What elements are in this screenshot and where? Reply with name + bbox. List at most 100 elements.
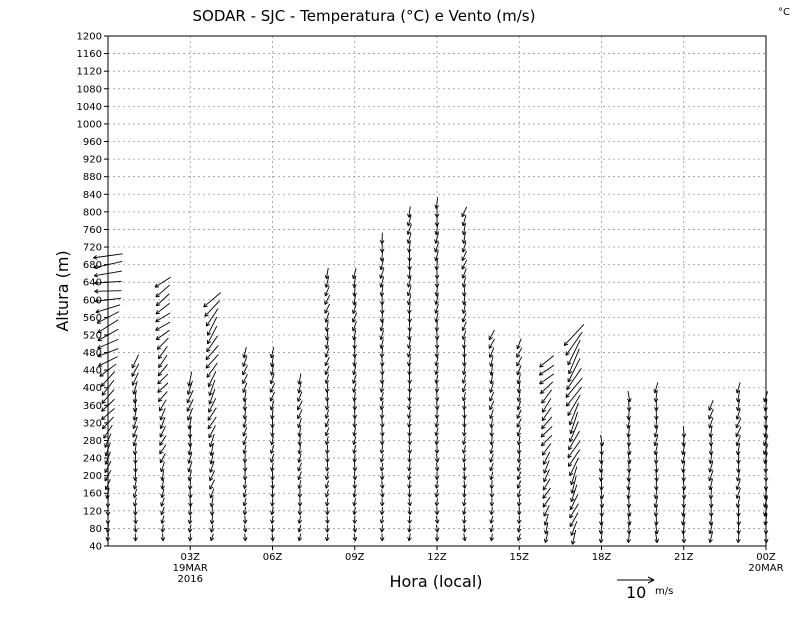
- wind-vector-head: [243, 502, 248, 507]
- wind-vector-head: [187, 382, 190, 387]
- wind-vector-head: [272, 493, 275, 498]
- wind-vector-head: [763, 450, 765, 455]
- wind-vector: [490, 356, 494, 367]
- wind-vector-head: [763, 406, 766, 411]
- wind-vector-head: [325, 371, 329, 375]
- wind-vector: [408, 409, 412, 419]
- wind-vector: [354, 453, 356, 463]
- wind-vector-head: [656, 415, 659, 420]
- wind-vector: [571, 475, 577, 494]
- wind-vector-head: [627, 495, 631, 500]
- wind-vector-head: [203, 303, 206, 308]
- wind-vector-head: [188, 468, 192, 473]
- wind-vector-head: [162, 537, 166, 542]
- wind-vector: [380, 338, 384, 349]
- y-tick-label: 840: [83, 190, 102, 201]
- wind-vector-head: [131, 365, 136, 369]
- wind-vector-head: [379, 493, 384, 498]
- wind-vector: [436, 259, 438, 270]
- wind-vector: [407, 224, 412, 235]
- wind-vector-head: [517, 493, 522, 498]
- wind-vector: [189, 497, 192, 507]
- wind-vector: [134, 515, 137, 524]
- wind-vector-head: [654, 530, 658, 535]
- wind-vector-head: [489, 432, 492, 437]
- wind-vector-head: [208, 435, 213, 439]
- wind-vector-head: [354, 406, 358, 411]
- wind-vector-head: [243, 389, 247, 393]
- wind-vector-head: [681, 521, 684, 526]
- wind-vector-head: [187, 537, 191, 542]
- wind-vector-head: [541, 427, 546, 430]
- wind-vector-head: [407, 213, 410, 218]
- wind-vector-head: [133, 528, 137, 533]
- wind-vector-head: [352, 283, 355, 288]
- wind-vector-head: [599, 486, 602, 491]
- wind-vector-head: [210, 460, 214, 465]
- wind-vector: [188, 452, 193, 464]
- wind-vector-head: [297, 416, 302, 420]
- wind-vector: [435, 303, 439, 314]
- wind-vector: [189, 524, 192, 533]
- wind-vector-head: [208, 442, 211, 447]
- wind-vector-head: [462, 467, 465, 472]
- wind-vector-head: [489, 484, 492, 489]
- wind-vector-head: [516, 458, 520, 463]
- wind-vector-head: [159, 408, 164, 412]
- wind-vector: [543, 460, 550, 474]
- y-tick-label: 1160: [77, 49, 102, 60]
- wind-vector-head: [626, 477, 629, 482]
- wind-vector-head: [627, 398, 631, 403]
- wind-vector-head: [353, 493, 357, 498]
- wind-vector-head: [463, 450, 467, 454]
- wind-vector: [325, 312, 330, 323]
- wind-vector-head: [434, 467, 438, 472]
- wind-vector-head: [157, 347, 162, 350]
- wind-vector-head: [434, 493, 437, 498]
- wind-vector-head: [570, 540, 573, 545]
- y-tick-label: 360: [83, 401, 102, 412]
- wind-vector: [353, 506, 356, 515]
- wind-vector-head: [654, 407, 657, 412]
- wind-vector-head: [243, 441, 247, 446]
- wind-vector-head: [408, 406, 412, 410]
- wind-vector: [517, 400, 522, 411]
- wind-vector-head: [353, 502, 357, 507]
- wind-vector: [408, 400, 411, 410]
- wind-vector: [682, 487, 685, 499]
- wind-vector-head: [408, 467, 412, 472]
- wind-vector-head: [101, 409, 106, 412]
- wind-profile-column: [598, 434, 605, 543]
- wind-vector: [517, 373, 521, 385]
- wind-vector-head: [434, 519, 438, 524]
- wind-vector-head: [352, 362, 355, 367]
- wind-vector-head: [379, 388, 382, 393]
- wind-vector: [326, 515, 329, 524]
- wind-vector: [298, 533, 302, 541]
- wind-vector: [159, 453, 166, 464]
- wind-vector-head: [408, 528, 412, 533]
- wind-vector-head: [565, 353, 570, 356]
- wind-vector: [600, 443, 603, 455]
- wind-vector-head: [763, 441, 765, 446]
- wind-vector: [463, 498, 466, 506]
- wind-vector: [408, 462, 411, 471]
- wind-vector-head: [463, 371, 467, 375]
- wind-vector-head: [101, 399, 104, 404]
- wind-vector-head: [490, 363, 494, 367]
- wind-vector: [271, 426, 274, 437]
- wind-vector-head: [435, 423, 440, 428]
- wind-vector-head: [517, 467, 522, 472]
- wind-vector: [210, 488, 215, 499]
- wind-vector-head: [435, 240, 439, 244]
- wind-vector-head: [408, 336, 412, 341]
- wind-vector-head: [629, 521, 632, 526]
- wind-vector-head: [297, 380, 300, 385]
- wind-vector-head: [434, 361, 437, 367]
- wind-vector-head: [381, 537, 385, 542]
- wind-vector: [462, 392, 466, 401]
- wind-vector-head: [567, 413, 572, 417]
- wind-vector-head: [188, 502, 191, 507]
- wind-vector-head: [629, 450, 632, 455]
- wind-vector: [540, 426, 553, 438]
